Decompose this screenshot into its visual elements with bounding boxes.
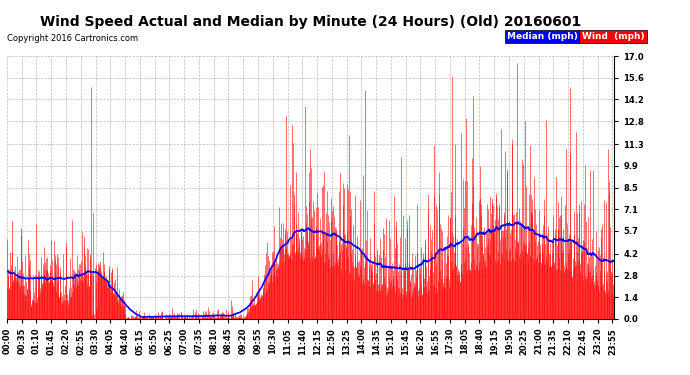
Text: Median (mph): Median (mph) [507, 32, 578, 41]
Text: Wind  (mph): Wind (mph) [582, 32, 644, 41]
Text: Copyright 2016 Cartronics.com: Copyright 2016 Cartronics.com [7, 34, 138, 43]
Text: Wind Speed Actual and Median by Minute (24 Hours) (Old) 20160601: Wind Speed Actual and Median by Minute (… [40, 15, 581, 29]
